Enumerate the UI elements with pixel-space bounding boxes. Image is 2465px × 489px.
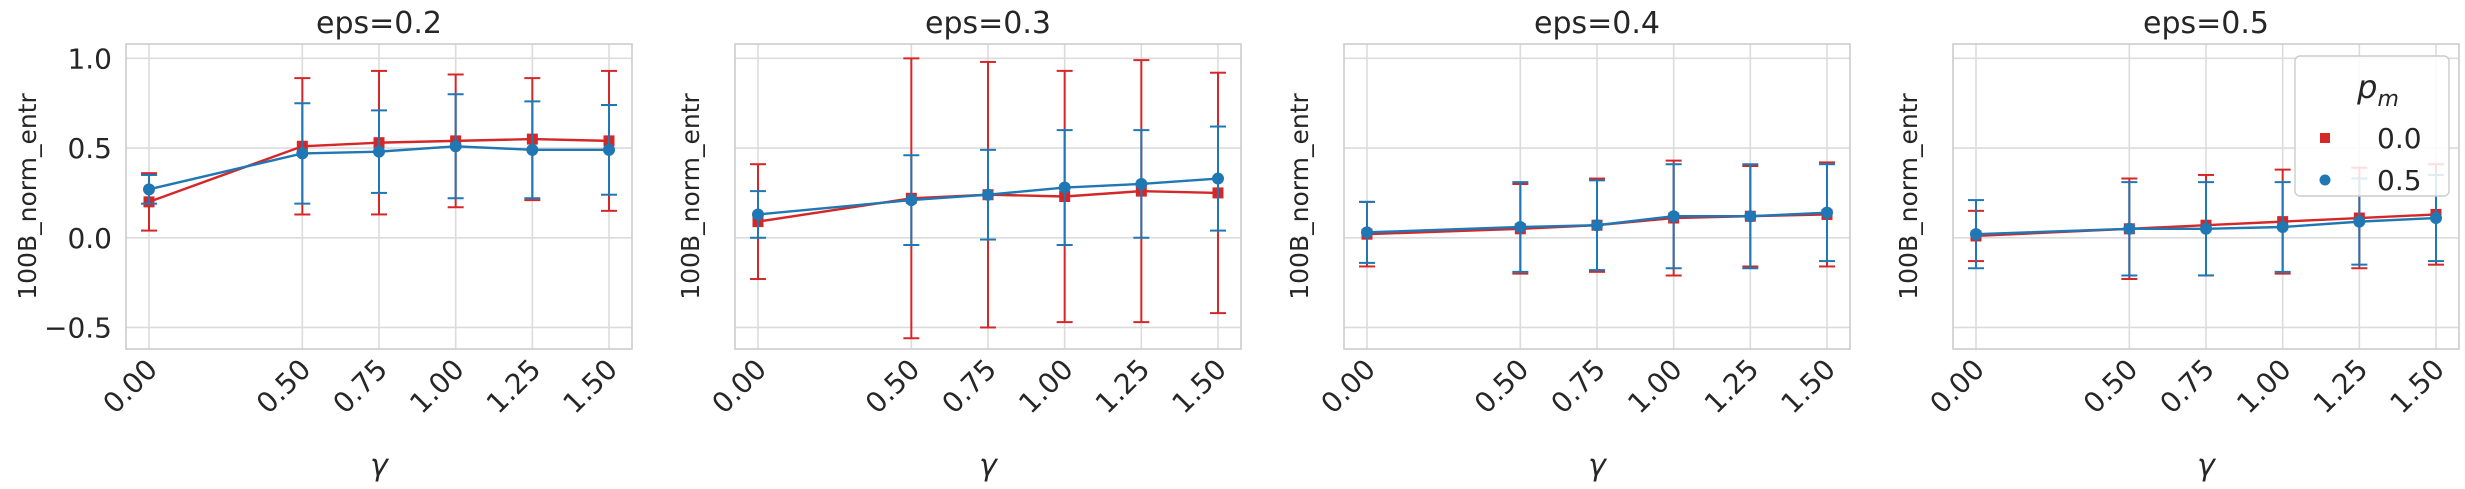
data-point bbox=[1821, 206, 1833, 219]
data-point bbox=[2276, 221, 2289, 233]
series-blue bbox=[1968, 173, 2444, 277]
x-axis-label: γ bbox=[979, 448, 999, 483]
series-line bbox=[1366, 211, 1828, 234]
data-point bbox=[1744, 210, 1757, 223]
x-tick-label: 1.00 bbox=[1621, 353, 1688, 420]
legend-marker bbox=[2320, 133, 2330, 143]
x-tick-label: 1.00 bbox=[2230, 353, 2297, 420]
y-axis-label: 100B_norm_entr bbox=[13, 93, 42, 300]
legend-label: 0.0 bbox=[2377, 122, 2422, 155]
x-tick-label: 1.25 bbox=[1698, 353, 1765, 420]
x-tick-label: 0.75 bbox=[1545, 353, 1612, 420]
subplot-4: eps=0.5 100B_norm_entr 0.00 0.50 0.75 1.00 1.2… bbox=[1894, 6, 2460, 483]
y-axis-label: 100B_norm_entr bbox=[1285, 93, 1314, 300]
data-point bbox=[143, 183, 155, 196]
y-tick-label: −0.5 bbox=[44, 311, 112, 344]
x-axis-label: γ bbox=[1588, 448, 1608, 483]
legend-marker bbox=[2319, 174, 2331, 186]
x-tick-label: 1.25 bbox=[1089, 353, 1156, 420]
x-tick-label: 1.00 bbox=[403, 353, 470, 420]
series-line bbox=[757, 177, 1219, 216]
data-point bbox=[2200, 222, 2212, 235]
data-point bbox=[905, 194, 918, 207]
data-point bbox=[2430, 212, 2442, 225]
x-tick-label: 0.00 bbox=[1924, 353, 1991, 420]
x-tick-label: 0.50 bbox=[1468, 353, 1535, 420]
y-axis-label: 100B_norm_entr bbox=[1894, 93, 1923, 300]
x-tick-label: 0.75 bbox=[327, 353, 394, 420]
y-axis-label: 100B_norm_entr bbox=[676, 93, 705, 300]
subplot-1: eps=0.2 −0.5 0.0 0.5 1.0 100B_norm_entr 0.00 0.… bbox=[13, 6, 633, 483]
x-tick-label: 0.75 bbox=[2154, 353, 2221, 420]
legend-title: pm bbox=[2356, 68, 2399, 112]
data-point bbox=[1135, 177, 1148, 190]
y-tick-label: 0.5 bbox=[67, 132, 112, 165]
x-tick-label: 0.00 bbox=[706, 353, 773, 420]
series-line bbox=[148, 145, 609, 191]
data-point bbox=[526, 143, 539, 156]
series-blue bbox=[750, 125, 1226, 246]
x-tick-label: 1.25 bbox=[2307, 353, 2374, 420]
legend: pm 0.0 0.5 bbox=[2294, 55, 2450, 197]
data-point bbox=[752, 208, 764, 221]
data-point bbox=[603, 143, 615, 156]
data-point bbox=[1212, 172, 1224, 185]
data-point bbox=[1591, 219, 1603, 232]
series-line bbox=[148, 137, 610, 204]
data-point bbox=[1514, 221, 1527, 233]
x-tick-label: 0.50 bbox=[859, 353, 926, 420]
x-tick-label: 0.00 bbox=[97, 353, 164, 420]
plot-frame bbox=[125, 43, 633, 350]
data-point bbox=[982, 188, 994, 201]
data-point bbox=[449, 140, 462, 153]
x-axis-label: γ bbox=[370, 448, 390, 483]
series-blue bbox=[141, 93, 617, 205]
x-tick-label: 1.50 bbox=[2384, 353, 2451, 420]
subplot-2: eps=0.3 100B_norm_entr 0.00 0.50 0.75 1.00 1.2… bbox=[676, 6, 1242, 483]
data-point bbox=[1970, 228, 1982, 241]
subplot-title: eps=0.5 bbox=[2143, 6, 2269, 41]
subplot-title: eps=0.4 bbox=[1534, 6, 1660, 41]
x-tick-label: 1.50 bbox=[1775, 353, 1842, 420]
x-tick-label: 1.00 bbox=[1012, 353, 1079, 420]
series-blue bbox=[1359, 163, 1835, 273]
data-point bbox=[1058, 181, 1071, 194]
plot-frame bbox=[1952, 43, 2460, 350]
data-point bbox=[2123, 222, 2136, 235]
data-point bbox=[2353, 215, 2366, 228]
subplot-title: eps=0.2 bbox=[316, 6, 442, 41]
x-tick-label: 1.25 bbox=[480, 353, 547, 420]
x-tick-label: 0.50 bbox=[2077, 353, 2144, 420]
x-tick-label: 0.50 bbox=[250, 353, 317, 420]
plot-frame bbox=[1343, 43, 1851, 350]
x-tick-label: 0.75 bbox=[936, 353, 1003, 420]
x-axis-label: γ bbox=[2197, 448, 2217, 483]
subplot-3: eps=0.4 100B_norm_entr 0.00 0.50 0.75 1.00 1.2… bbox=[1285, 6, 1851, 483]
data-point bbox=[373, 145, 385, 158]
data-point bbox=[296, 147, 309, 160]
x-tick-label: 1.50 bbox=[557, 353, 624, 420]
plot-frame bbox=[734, 43, 1242, 350]
subplot-title: eps=0.3 bbox=[925, 6, 1051, 41]
data-point bbox=[1361, 226, 1373, 239]
y-tick-label: 0.0 bbox=[67, 222, 112, 255]
series-line bbox=[1975, 216, 2437, 236]
y-tick-label: 1.0 bbox=[67, 42, 112, 75]
x-tick-label: 0.00 bbox=[1315, 353, 1382, 420]
data-point bbox=[1667, 210, 1680, 223]
x-tick-label: 1.50 bbox=[1166, 353, 1233, 420]
legend-box bbox=[2294, 55, 2450, 197]
legend-label: 0.5 bbox=[2377, 164, 2422, 197]
